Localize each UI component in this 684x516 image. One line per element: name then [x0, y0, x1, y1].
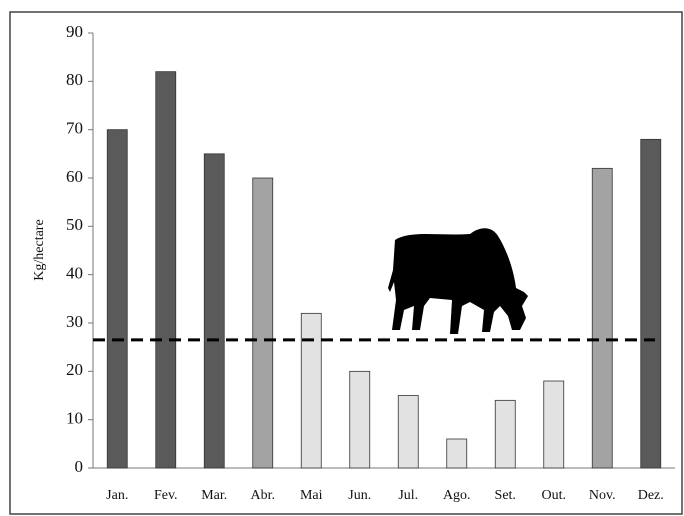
- cow-silhouette: [388, 228, 528, 334]
- bar: [300, 312, 322, 469]
- x-tick-label: Nov.: [589, 488, 616, 503]
- y-tick-label: 0: [75, 457, 84, 476]
- y-tick-label: 40: [66, 264, 83, 283]
- y-tick-label: 70: [66, 119, 83, 138]
- y-tick-label: 60: [66, 167, 83, 186]
- x-tick-label: Mar.: [201, 488, 227, 503]
- bar: [640, 138, 662, 469]
- x-tick-label: Fev.: [154, 488, 178, 503]
- bar: [106, 129, 128, 469]
- x-tick-label: Jun.: [348, 488, 371, 503]
- x-tick-label: Dez.: [638, 488, 664, 503]
- x-tick-label: Jul.: [398, 488, 418, 503]
- bar: [252, 177, 274, 469]
- bar: [203, 153, 225, 469]
- bar: [543, 380, 565, 469]
- x-tick-label: Mai: [300, 488, 323, 503]
- y-tick-label: 10: [66, 409, 83, 428]
- x-tick-label: Out.: [542, 488, 567, 503]
- bar: [155, 71, 177, 469]
- bar: [494, 399, 516, 469]
- y-tick-label: 90: [66, 22, 83, 41]
- bar: [591, 167, 613, 469]
- y-tick-label: 50: [66, 215, 83, 234]
- y-tick-label: 30: [66, 312, 83, 331]
- x-tick-label: Ago.: [443, 488, 471, 503]
- y-axis-label: Kg/hectare: [32, 219, 47, 280]
- y-tick-label: 80: [66, 70, 83, 89]
- x-tick-label: Set.: [495, 488, 516, 503]
- frame: [9, 11, 683, 515]
- x-tick-label: Abr.: [251, 488, 276, 503]
- bar: [397, 395, 419, 469]
- bar: [446, 438, 468, 469]
- bar: [349, 370, 371, 469]
- y-tick-label: 20: [66, 360, 83, 379]
- x-tick-label: Jan.: [106, 488, 128, 503]
